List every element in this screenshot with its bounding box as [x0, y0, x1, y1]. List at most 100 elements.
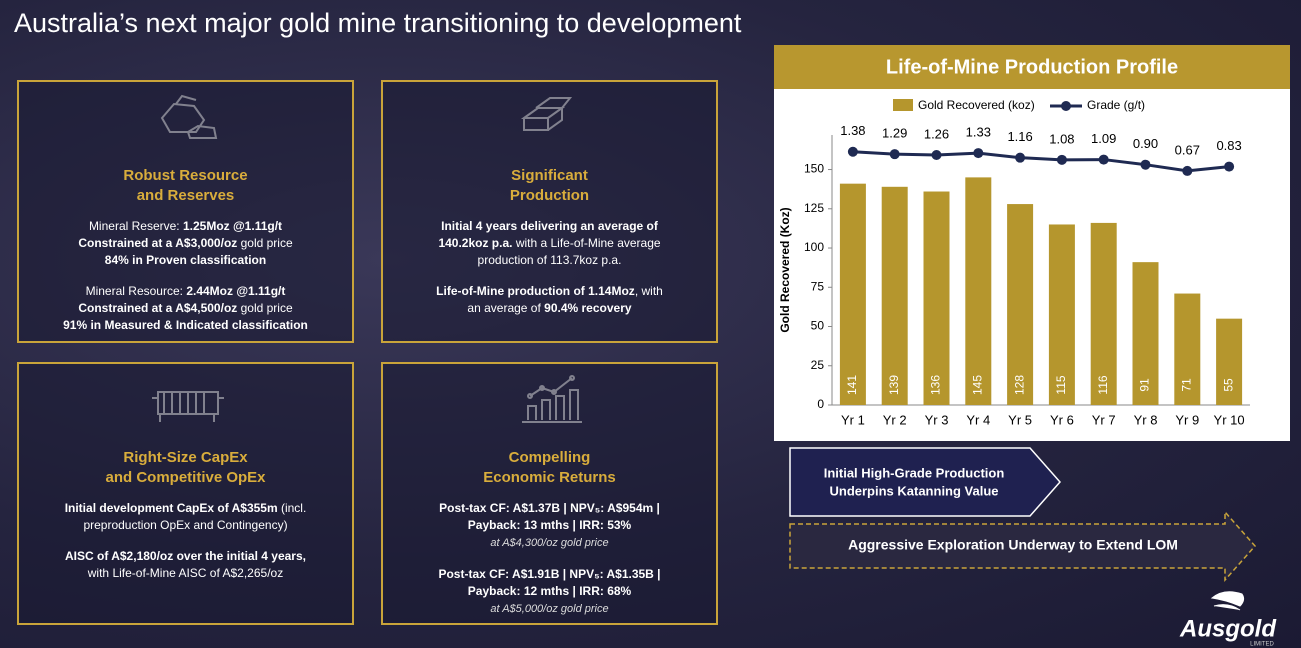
paragraph: Initial 4 years delivering an average of… [387, 218, 712, 269]
chart-title: Life-of-Mine Production Profile [886, 56, 1178, 78]
text-run: Payback: 12 mths | IRR: 68% [468, 584, 631, 598]
grade-label: 1.16 [1007, 129, 1032, 144]
y-tick-label: 125 [804, 201, 824, 215]
text-line: at A$5,000/oz gold price [387, 600, 712, 618]
logo-sub: LIMITED [1250, 642, 1274, 648]
text-run: gold price [237, 301, 292, 315]
card-title-line: and Reserves [19, 186, 352, 206]
grade-label: 1.38 [840, 123, 865, 138]
grade-point [973, 148, 983, 158]
text-run: AISC of A$2,180/oz over the initial 4 ye… [65, 549, 306, 563]
text-line: preproduction OpEx and Contingency) [23, 517, 348, 534]
text-line: Initial development CapEx of A$355m (inc… [23, 500, 348, 517]
grade-label: 1.29 [882, 126, 907, 141]
bar [924, 192, 950, 405]
paragraph: Mineral Resource: 2.44Moz @1.11g/tConstr… [23, 283, 348, 334]
text-run: Initial 4 years delivering an average of [441, 219, 658, 233]
text-run: Post-tax CF: A$1.91B | NPV₅: A$1.35B | [438, 567, 660, 581]
y-tick-label: 50 [811, 319, 825, 333]
text-line: at A$4,300/oz gold price [387, 534, 712, 552]
x-tick-label: Yr 6 [1050, 412, 1074, 427]
bar-label: 116 [1096, 375, 1110, 394]
text-run: 91% in Measured & Indicated classificati… [63, 318, 308, 332]
bar-label: 91 [1138, 378, 1152, 392]
card-title-line: Economic Returns [383, 468, 716, 488]
text-run: Constrained at a A$3,000/oz [78, 236, 237, 250]
text-run: Post-tax CF: A$1.37B | NPV₅: A$954m | [439, 501, 660, 515]
bar-label: 145 [970, 375, 984, 395]
bar-label: 136 [929, 375, 943, 395]
y-tick-label: 100 [804, 240, 824, 254]
text-run: gold price [237, 236, 292, 250]
legend-swatch [893, 99, 913, 111]
grade-point [1141, 160, 1151, 170]
x-tick-label: Yr 7 [1092, 412, 1116, 427]
text-line: production of 113.7koz p.a. [387, 252, 712, 269]
grade-point [1099, 155, 1109, 165]
text-run: Constrained at a A$4,500/oz [78, 301, 237, 315]
bar [1007, 204, 1033, 405]
y-axis-label: Gold Recovered (Koz) [778, 207, 792, 332]
text-run: at A$4,300/oz gold price [490, 537, 608, 549]
card-title-line: Significant [383, 166, 716, 186]
callout-text: Aggressive Exploration Underway to Exten… [848, 537, 1178, 553]
text-line: Constrained at a A$4,500/oz gold price [23, 300, 348, 317]
text-run: Payback: 13 mths | IRR: 53% [468, 518, 631, 532]
text-run: Initial development CapEx of A$355m [65, 501, 278, 515]
paragraph: Initial development CapEx of A$355m (inc… [23, 500, 348, 534]
bar-label: 139 [887, 375, 901, 395]
text-line: Constrained at a A$3,000/oz gold price [23, 235, 348, 252]
grade-label: 0.83 [1216, 138, 1241, 153]
card-title-line: Robust Resource [19, 166, 352, 186]
grade-point [1224, 162, 1234, 172]
text-run: preproduction OpEx and Contingency) [83, 518, 287, 532]
text-line: Payback: 13 mths | IRR: 53% [387, 517, 712, 534]
text-line: Post-tax CF: A$1.37B | NPV₅: A$954m | [387, 500, 712, 517]
card-title-line: Production [383, 186, 716, 206]
bar-label: 128 [1012, 375, 1026, 395]
card-title-line: Compelling [383, 448, 716, 468]
card-body: Initial development CapEx of A$355m (inc… [23, 500, 348, 596]
bar-label: 115 [1054, 375, 1068, 394]
grade-label: 0.67 [1175, 142, 1200, 157]
text-run: 84% in Proven classification [105, 253, 266, 267]
grade-label: 1.33 [966, 125, 991, 140]
text-run: Life-of-Mine production of 1.14Moz [436, 284, 635, 298]
x-tick-label: Yr 5 [1008, 412, 1032, 427]
card-title-line: and Competitive OpEx [19, 468, 352, 488]
text-run: , with [635, 284, 663, 298]
x-tick-label: Yr 2 [883, 412, 907, 427]
y-tick-label: 150 [804, 162, 824, 176]
y-tick-label: 0 [817, 397, 824, 411]
text-run: at A$5,000/oz gold price [490, 603, 608, 615]
grade-point [1182, 166, 1192, 176]
text-run: 1.25Moz @1.11g/t [183, 219, 282, 233]
grade-point [890, 149, 900, 159]
x-tick-label: Yr 4 [966, 412, 990, 427]
text-line: 140.2koz p.a. with a Life-of-Mine averag… [387, 235, 712, 252]
paragraph: Mineral Reserve: 1.25Moz @1.11g/tConstra… [23, 218, 348, 269]
text-line: with Life-of-Mine AISC of A$2,265/oz [23, 565, 348, 582]
text-line: Mineral Resource: 2.44Moz @1.11g/t [23, 283, 348, 300]
x-tick-label: Yr 3 [925, 412, 949, 427]
bar [840, 184, 866, 405]
logo-icon [1212, 592, 1244, 610]
slide: Australia’s next major gold mine transit… [0, 0, 1301, 648]
text-run: with Life-of-Mine AISC of A$2,265/oz [88, 566, 283, 580]
x-tick-label: Yr 8 [1134, 412, 1158, 427]
text-line: 91% in Measured & Indicated classificati… [23, 317, 348, 334]
text-run: (incl. [278, 501, 307, 515]
grade-label: 1.26 [924, 126, 949, 141]
grade-label: 0.90 [1133, 136, 1158, 151]
y-tick-label: 75 [811, 279, 825, 293]
text-line: Post-tax CF: A$1.91B | NPV₅: A$1.35B | [387, 566, 712, 583]
text-run: 140.2koz p.a. [438, 236, 512, 250]
logo-name: Ausgold [1179, 615, 1277, 642]
grade-label: 1.08 [1049, 131, 1074, 146]
paragraph: Post-tax CF: A$1.37B | NPV₅: A$954m | Pay… [387, 500, 712, 552]
